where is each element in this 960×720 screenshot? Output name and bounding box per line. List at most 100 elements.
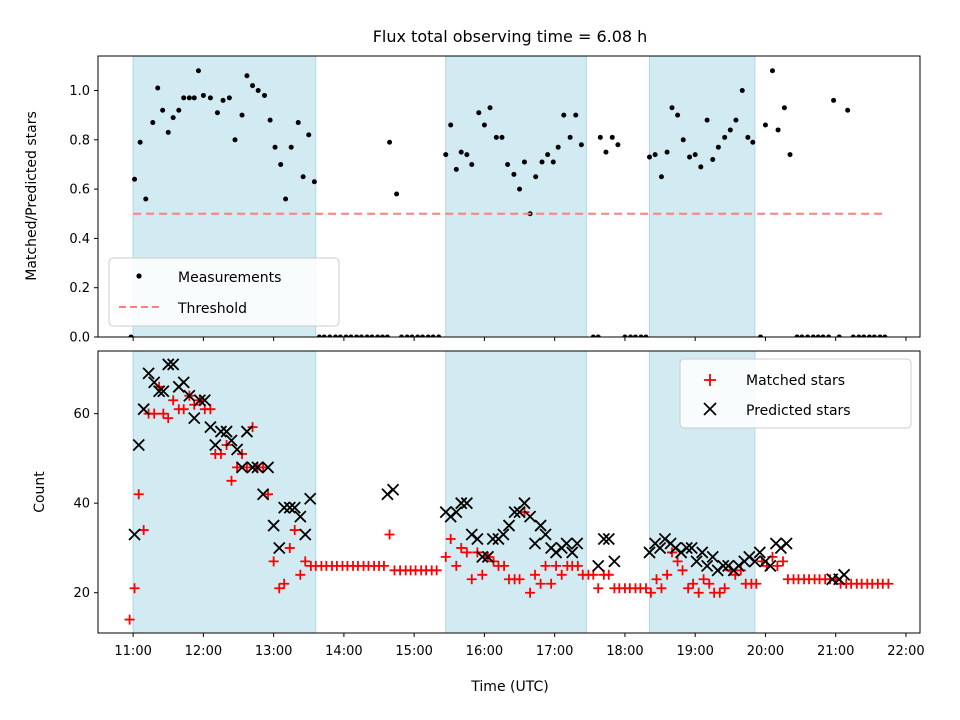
top-series-0-point-83 (750, 139, 756, 145)
top-series-0-point-68 (664, 149, 670, 155)
top-series-0-point-71 (680, 137, 686, 143)
top-series-0-point-67 (658, 174, 664, 180)
bottom-series-1-point-93 (780, 537, 793, 550)
bottom-series-0-point-34 (300, 556, 311, 567)
bottom-series-1-point-53 (523, 510, 537, 523)
bottom-series-1-point-29 (278, 501, 291, 514)
bottom-series-0 (124, 381, 894, 625)
top-series-0-point-112 (436, 334, 442, 337)
top-series-0-point-42 (476, 110, 482, 116)
top-series-0-point-49 (517, 186, 523, 192)
top-series-0-point-118 (638, 334, 644, 337)
top-series-0-point-85 (769, 68, 775, 74)
bottom-y-tick-label-0: 20 (73, 586, 90, 601)
top-series-0-point-120 (758, 334, 764, 337)
bottom-x-tick-label-3: 14:00 (325, 644, 362, 659)
bottom-series-1-point-39 (450, 506, 463, 519)
top-series-0-point-100 (364, 334, 370, 337)
top-series-0-point-134 (877, 334, 883, 337)
bottom-series-0-point-100 (651, 574, 662, 585)
bottom-series-0-point-77 (529, 569, 540, 580)
top-series-0-point-70 (675, 112, 681, 118)
x-axis-label: Time (UTC) (470, 679, 548, 695)
top-series-0-point-115 (622, 334, 628, 337)
bottom-series-1-point-8 (167, 358, 180, 371)
bottom-series-1-point-88 (753, 546, 766, 559)
bottom-series-1-point-22 (240, 425, 254, 438)
top-series-0-point-133 (871, 334, 877, 337)
bottom-series-1-point-18 (220, 425, 233, 438)
bottom-series-0-point-81 (551, 560, 562, 571)
bottom-series-0-point-28 (268, 556, 279, 567)
top-series-0-point-84 (762, 122, 768, 128)
bottom-series-1-point-43 (471, 532, 484, 546)
top-series-0-point-0 (128, 334, 134, 337)
bottom-series-0-point-144 (883, 578, 894, 589)
top-series-0-point-89 (831, 97, 837, 103)
top-series-0-point-96 (343, 334, 349, 337)
top-series-0-point-66 (652, 152, 658, 158)
bottom-series-0-point-11 (178, 404, 189, 415)
legend-swatch-measurements (136, 273, 142, 279)
top-series-0-point-86 (775, 127, 781, 133)
bottom-series-0-point-33 (295, 569, 306, 580)
bottom-series-1-point-62 (571, 537, 584, 550)
bottom-series-1-point-28 (273, 541, 286, 555)
bottom-series-0-point-113 (719, 583, 730, 594)
bottom-series-0-point-79 (540, 560, 551, 571)
bottom-series-0-point-20 (226, 475, 237, 486)
bottom-y-axis-label: Count (32, 471, 48, 513)
top-y-tick-label-5: 1.0 (69, 84, 90, 99)
top-series-0-point-13 (195, 68, 201, 74)
bottom-series-0-point-91 (603, 569, 614, 580)
top-series-0-point-113 (590, 334, 596, 337)
bottom-series-1-point-61 (566, 546, 579, 559)
top-series-0-point-25 (267, 117, 273, 123)
bottom-series-1-point-54 (528, 537, 542, 550)
bottom-series-1-point-2 (137, 403, 150, 416)
top-series-0-point-122 (799, 334, 805, 337)
top-series-0-point-58 (567, 134, 573, 140)
top-series-0-point-82 (745, 134, 751, 140)
bottom-series-1-point-1 (132, 438, 145, 452)
top-series-0-point-117 (632, 334, 638, 337)
bottom-series-0-point-71 (499, 560, 510, 571)
top-series-0-point-38 (453, 166, 459, 172)
bottom-series-1-point-24 (251, 461, 264, 474)
top-series-0-point-54 (545, 152, 551, 158)
bottom-series-0-point-82 (556, 569, 567, 580)
top-series-0-point-88 (787, 152, 793, 158)
top-series-0-point-24 (262, 92, 268, 98)
bottom-series-1-point-81 (717, 559, 730, 572)
top-series-0-point-45 (493, 134, 499, 140)
top-plot-area (128, 68, 888, 337)
top-series-0-point-55 (550, 159, 556, 165)
top-series-0-point-72 (687, 154, 693, 160)
top-series-0-point-22 (250, 83, 256, 89)
bottom-series-0-point-9 (168, 395, 179, 406)
top-series-0-point-35 (394, 191, 400, 197)
bottom-series-1-point-44 (476, 550, 489, 564)
top-series-0-point-61 (597, 134, 603, 140)
top-series-0-point-47 (505, 161, 511, 167)
bottom-series-1-point-32 (294, 510, 307, 523)
top-series-0-point-5 (155, 85, 161, 91)
bottom-series-0-point-119 (751, 578, 762, 589)
top-series-0-point-92 (321, 334, 327, 337)
bottom-series-1-point-45 (481, 550, 495, 564)
bottom-series-1-point-96 (837, 568, 851, 581)
bottom-series-0-point-61 (445, 534, 456, 544)
top-y-tick-label-4: 0.8 (69, 133, 90, 148)
top-series-0-point-50 (521, 159, 527, 165)
bottom-series-1-point-55 (534, 519, 547, 532)
top-shaded-interval-2 (649, 55, 756, 338)
top-series-0-point-105 (399, 334, 405, 337)
top-series-0-point-30 (295, 120, 301, 126)
top-series-0-point-57 (561, 112, 567, 118)
top-y-tick-label-1: 0.2 (69, 281, 90, 296)
top-series-0-point-103 (380, 334, 386, 337)
top-series-0 (128, 68, 888, 337)
top-series-0-point-8 (170, 115, 176, 121)
bottom-series-0-point-99 (645, 587, 656, 598)
bottom-series-1-point-49 (502, 519, 516, 532)
